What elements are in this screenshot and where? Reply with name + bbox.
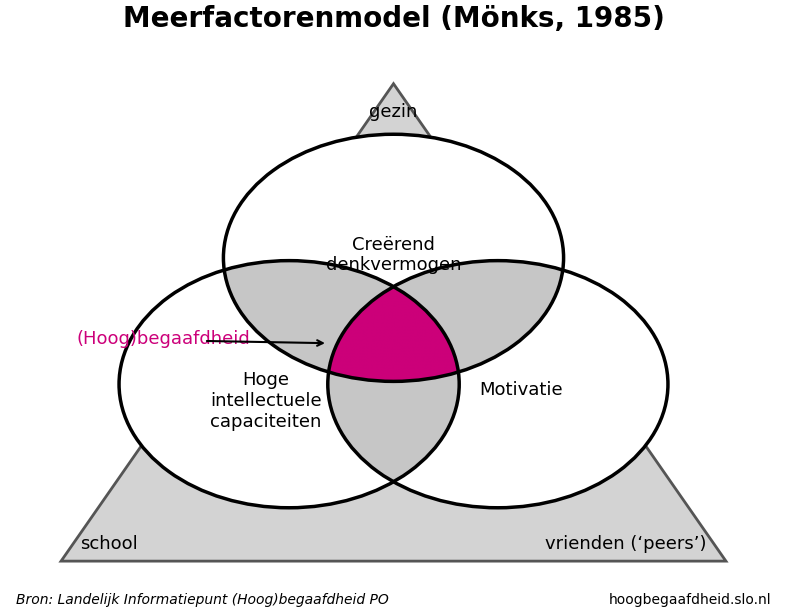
Text: Bron: Landelijk Informatiepunt (Hoog)begaafdheid PO: Bron: Landelijk Informatiepunt (Hoog)beg… bbox=[16, 593, 389, 607]
Text: gezin: gezin bbox=[369, 104, 418, 121]
Text: Creërend
denkvermogen: Creërend denkvermogen bbox=[326, 235, 461, 275]
Text: Meerfactorenmodel (Mönks, 1985): Meerfactorenmodel (Mönks, 1985) bbox=[123, 5, 664, 33]
Text: hoogbegaafdheid.slo.nl: hoogbegaafdheid.slo.nl bbox=[608, 593, 771, 607]
Text: school: school bbox=[80, 535, 139, 553]
Text: vrienden (‘peers’): vrienden (‘peers’) bbox=[545, 535, 707, 553]
Text: Hoge
intellectuele
capaciteiten: Hoge intellectuele capaciteiten bbox=[210, 371, 322, 431]
Text: Motivatie: Motivatie bbox=[479, 381, 563, 399]
Text: (Hoog)begaafdheid: (Hoog)begaafdheid bbox=[76, 330, 250, 348]
Polygon shape bbox=[61, 84, 726, 561]
